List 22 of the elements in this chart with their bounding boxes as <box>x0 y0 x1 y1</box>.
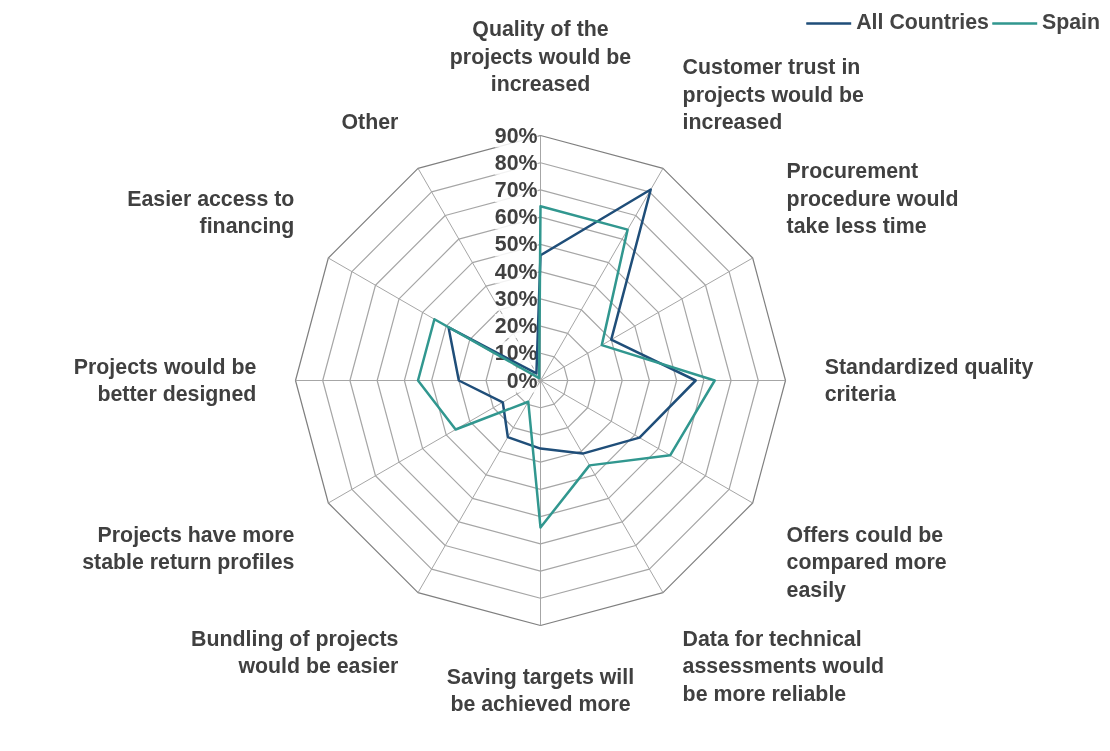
y-tick-label: 30% <box>494 286 538 311</box>
spoke-label: Offers could be compared more easily <box>786 522 947 602</box>
spoke-label: Saving targets will be achieved more <box>446 664 635 717</box>
spoke-label: Other <box>341 110 399 135</box>
spoke-label: Bundling of projects would be easier <box>191 626 399 679</box>
legend-label: All Countries <box>856 10 989 35</box>
spoke-label: Data for technical assessments would be more reliable <box>682 626 885 706</box>
y-tick-label: 80% <box>494 150 538 175</box>
spoke-label: Standardized quality criteria <box>824 354 1034 407</box>
y-tick-label: 50% <box>494 232 538 257</box>
spoke-label: Quality of the projects would be increased <box>449 17 632 97</box>
spoke-label: Customer trust in projects would be increased <box>682 55 865 135</box>
spoke-label: Easier access to financing <box>127 186 295 239</box>
spoke-label: Procurement procedure would take less time <box>786 159 959 239</box>
y-tick-label: 20% <box>494 314 538 339</box>
legend-label: Spain <box>1041 10 1100 35</box>
y-tick-label: 70% <box>494 177 538 202</box>
spoke-label: Projects would be better designed <box>73 354 257 407</box>
y-tick-label: 90% <box>494 123 538 148</box>
y-tick-label: 40% <box>494 259 538 284</box>
spoke-label: Projects have more stable return profiles <box>82 522 295 575</box>
y-tick-label: 60% <box>494 205 538 230</box>
